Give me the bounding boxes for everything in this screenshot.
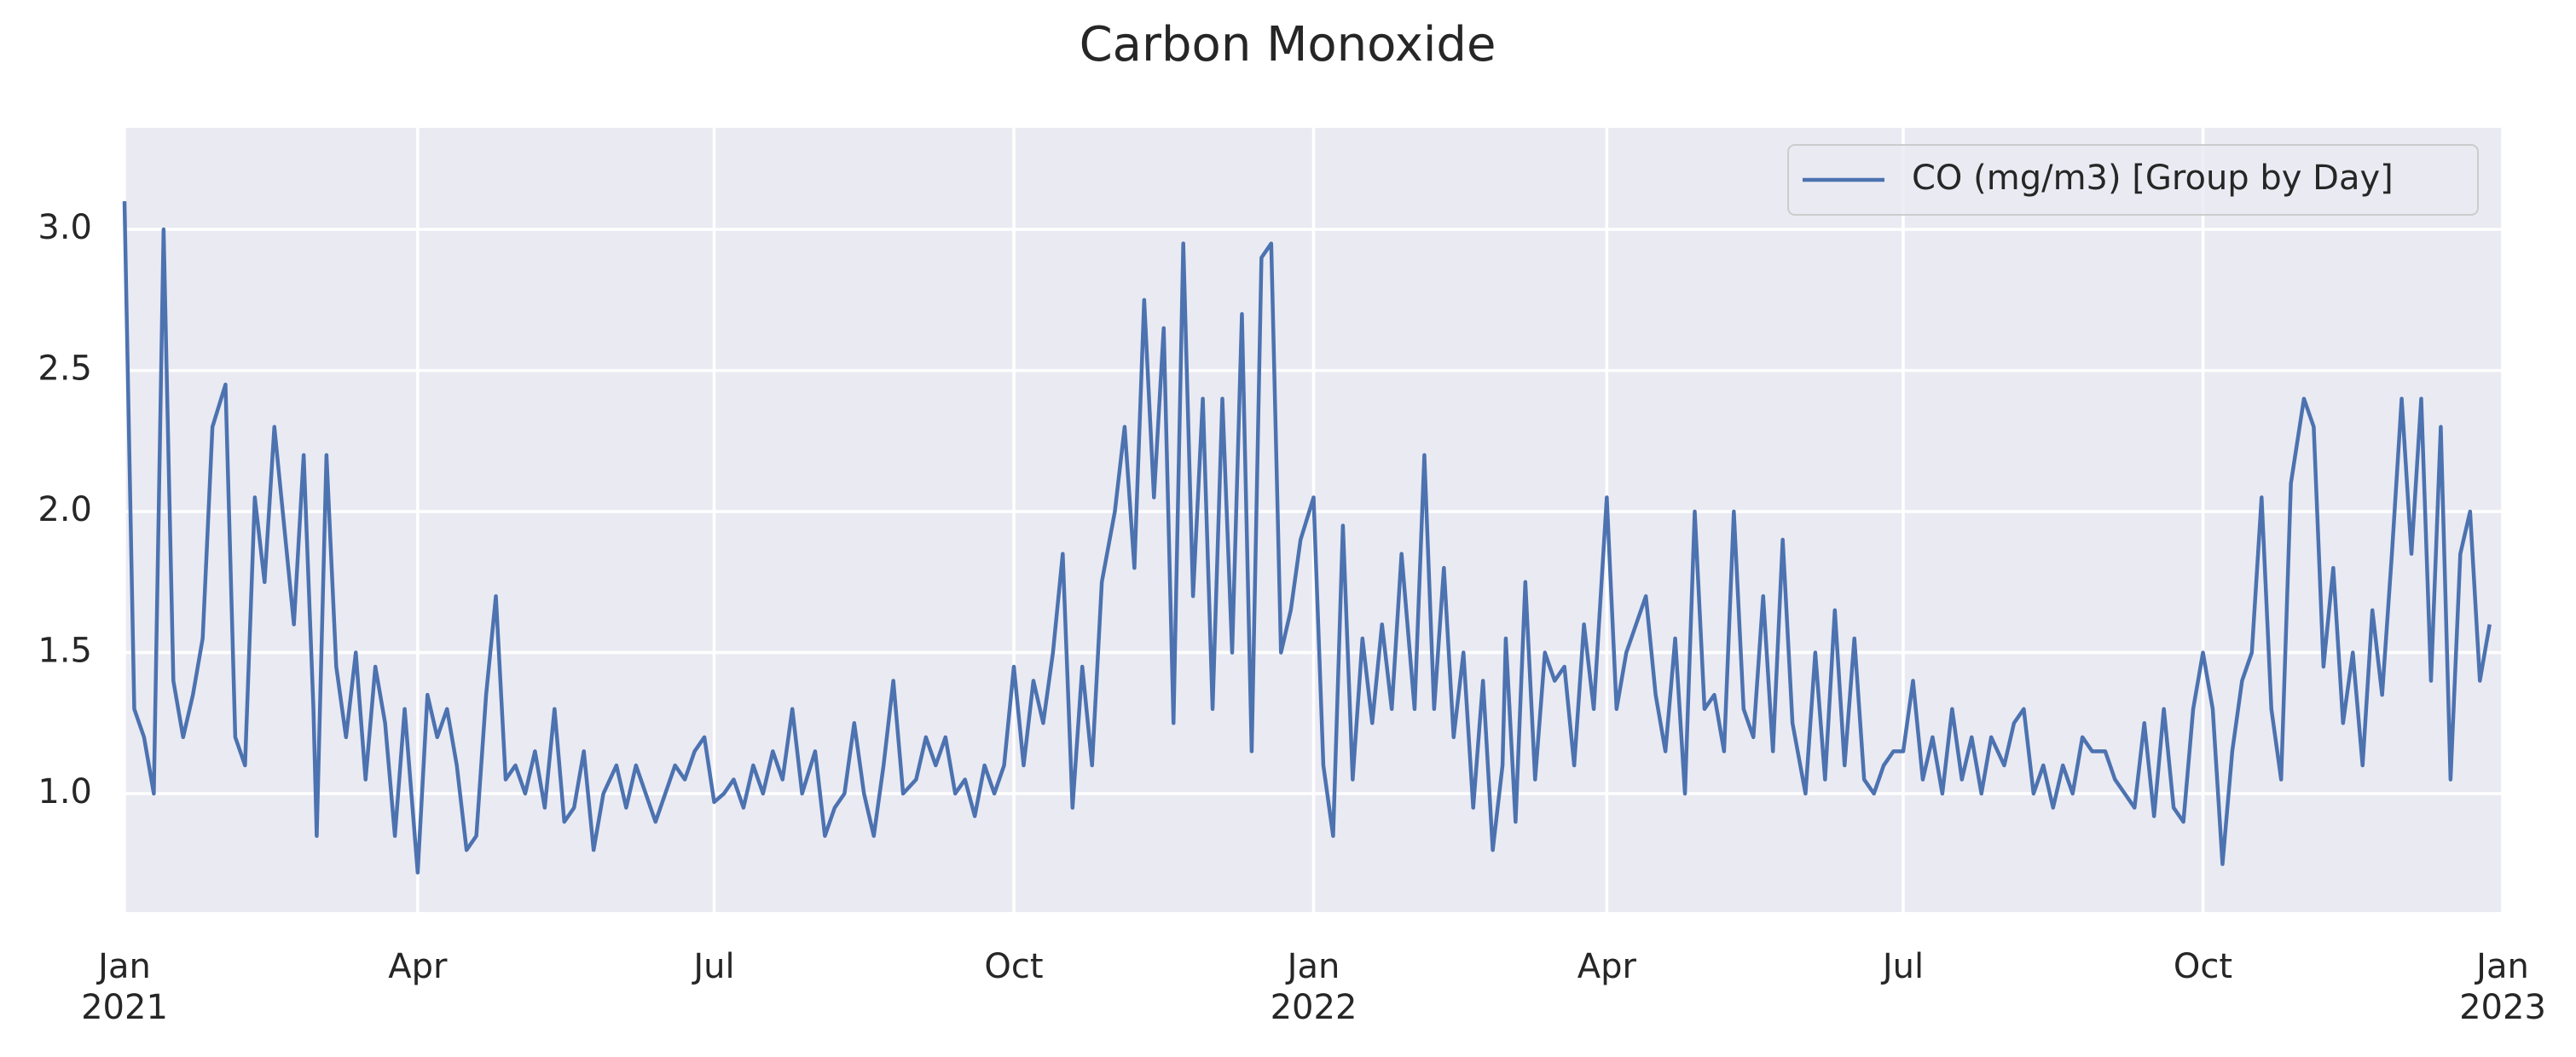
y-tick-label: 1.0 [38, 772, 92, 812]
x-tick-label: Jul [693, 947, 735, 986]
legend: CO (mg/m3) [Group by Day] [1787, 144, 2479, 216]
chart-title: Carbon Monoxide [1080, 17, 1496, 72]
x-tick-label: Oct [2173, 947, 2233, 986]
x-tick-label: Oct [984, 947, 1044, 986]
x-tick-label: Apr [1577, 947, 1636, 986]
x-tick-label: Jan 2023 [2459, 947, 2546, 1027]
y-tick-label: 1.5 [38, 632, 92, 671]
x-tick-label: Apr [388, 947, 448, 986]
legend-label: CO (mg/m3) [Group by Day] [1912, 159, 2394, 198]
x-tick-label: Jan 2021 [81, 947, 168, 1027]
y-tick-label: 2.0 [38, 490, 92, 529]
x-tick-label: Jul [1882, 947, 1925, 986]
legend-box [1787, 144, 2479, 216]
x-tick-label: Jan 2022 [1270, 947, 1357, 1027]
y-tick-label: 3.0 [38, 208, 92, 247]
data-line [122, 200, 2492, 875]
y-tick-label: 2.5 [38, 349, 92, 389]
